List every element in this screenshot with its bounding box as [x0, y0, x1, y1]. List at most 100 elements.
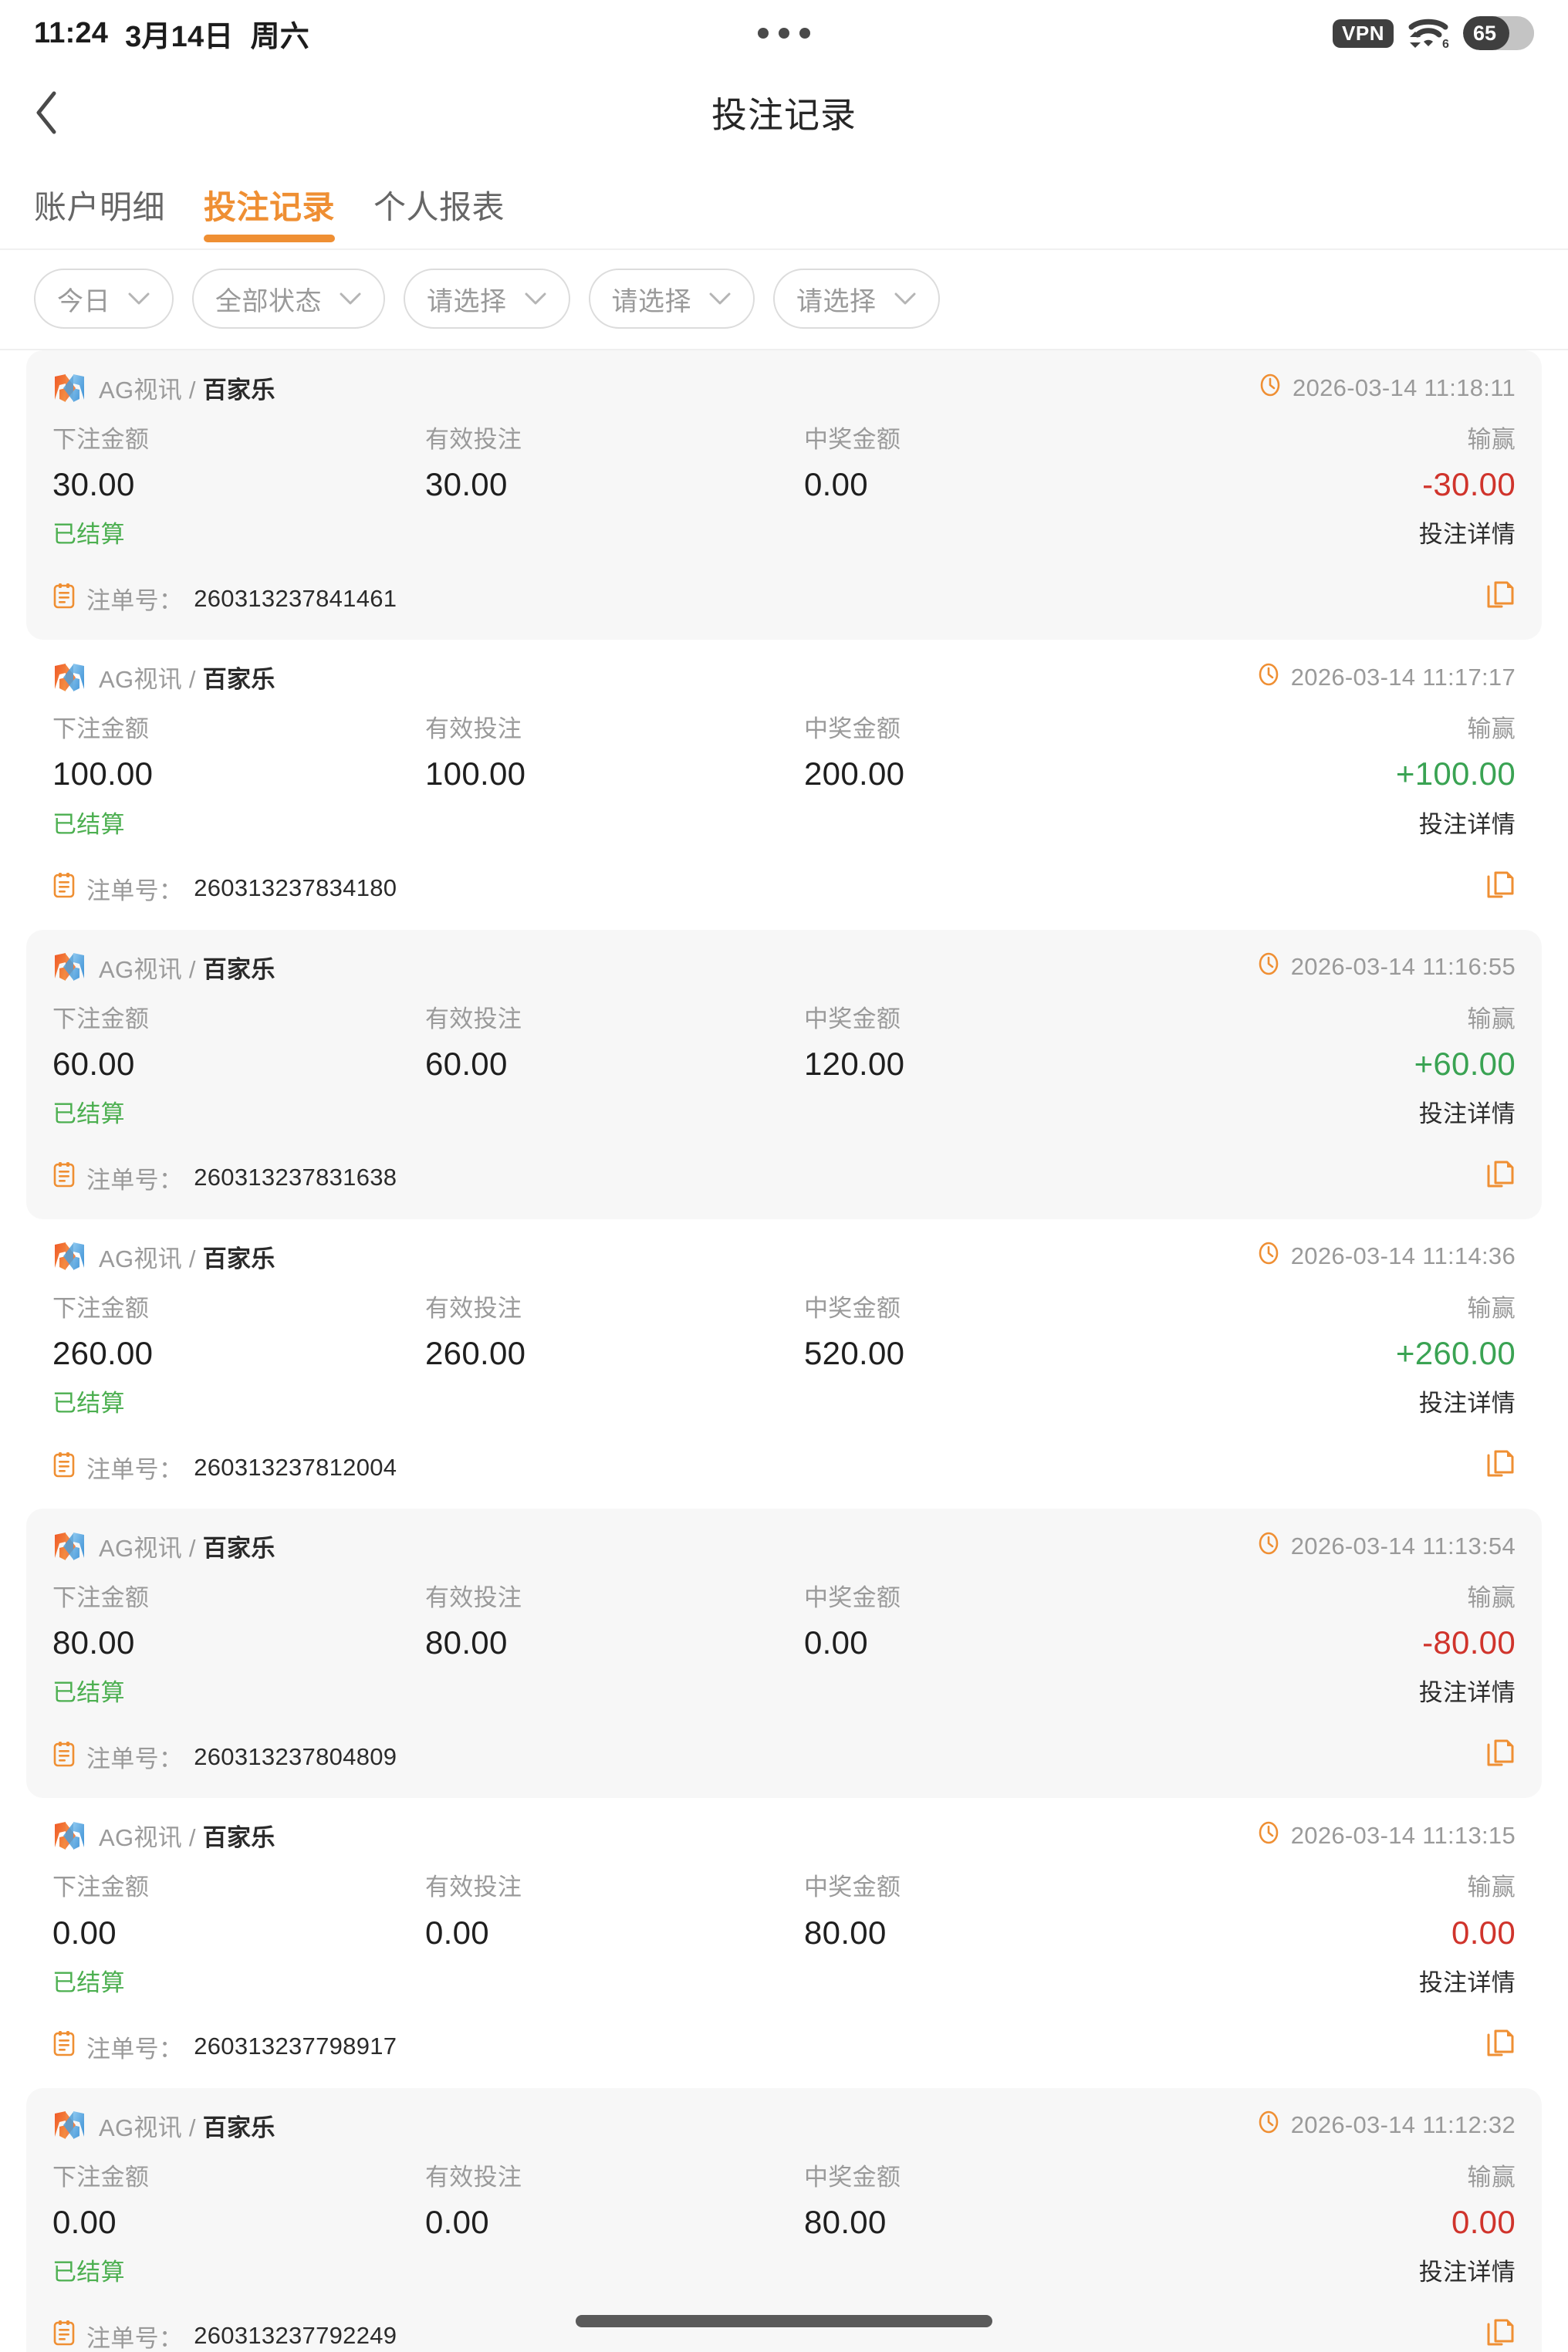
- valid-bet-label: 有效投注: [425, 1294, 522, 1322]
- bet-detail-link[interactable]: 投注详情: [1418, 1968, 1516, 1996]
- battery-icon: 65: [1463, 16, 1534, 50]
- record-header: AG视讯 / 百家乐 2026-03-14 11:12:32: [52, 2108, 1516, 2143]
- profit-label: 输赢: [1467, 1584, 1516, 1612]
- tab-bar: 账户明细 投注记录 个人报表: [0, 159, 1568, 250]
- order-number-prefix: 注单号：: [86, 877, 184, 904]
- copy-icon: [1486, 870, 1516, 907]
- record-header: AG视讯 / 百家乐 2026-03-14 11:18:11: [52, 370, 1516, 405]
- game-label: 百家乐: [202, 955, 275, 983]
- profit-label: 输赢: [1467, 1294, 1516, 1322]
- name-separator: /: [182, 666, 203, 694]
- win-amount-column: 中奖金额 80.00: [781, 1874, 1160, 1950]
- clipboard-icon: [52, 1741, 76, 1773]
- order-number-prefix: 注单号：: [86, 1745, 184, 1773]
- timestamp-label: 2026-03-14 11:17:17: [1290, 663, 1516, 691]
- tab-1[interactable]: 投注记录: [204, 181, 336, 248]
- chevron-down-icon: [524, 292, 547, 306]
- bet-record-card[interactable]: AG视讯 / 百家乐 2026-03-14 11:13:15 下注金额 0.00 已结算…: [26, 1798, 1542, 2088]
- filter-label: 请选择: [611, 286, 691, 316]
- bet-detail-link[interactable]: 投注详情: [1418, 1100, 1516, 1127]
- settlement-status-badge: 已结算: [52, 1679, 125, 1707]
- win-amount-value: 0.00: [804, 466, 868, 503]
- bet-detail-link[interactable]: 投注详情: [1418, 521, 1516, 549]
- bet-amount-value: 80.00: [52, 1624, 135, 1661]
- bet-amount-value: 0.00: [52, 2203, 117, 2240]
- filter-dropdown-3[interactable]: 请选择: [588, 269, 755, 329]
- order-number-value: 260313237804809: [194, 1742, 397, 1770]
- bet-detail-link[interactable]: 投注详情: [1418, 810, 1516, 838]
- name-separator: /: [182, 2114, 203, 2141]
- chevron-down-icon: [894, 292, 917, 306]
- copy-order-number-button[interactable]: [1486, 870, 1516, 907]
- order-number: 注单号： 260313237831638: [52, 1161, 397, 1195]
- copy-icon: [1486, 580, 1516, 617]
- game-name: AG视讯 / 百家乐: [99, 950, 275, 985]
- bet-amount-label: 下注金额: [52, 1294, 150, 1322]
- valid-bet-label: 有效投注: [425, 426, 522, 453]
- game-name: AG视讯 / 百家乐: [99, 1818, 275, 1853]
- filter-dropdown-1[interactable]: 全部状态: [192, 269, 385, 329]
- record-header: AG视讯 / 百家乐 2026-03-14 11:13:54: [52, 1529, 1516, 1563]
- profit-column: 输赢 +260.00 投注详情: [1160, 1294, 1516, 1418]
- bet-record-card[interactable]: AG视讯 / 百家乐 2026-03-14 11:17:17 下注金额 100.00 已…: [26, 640, 1542, 930]
- copy-order-number-button[interactable]: [1486, 1160, 1516, 1196]
- provider-label: AG视讯: [99, 377, 182, 404]
- bet-detail-link[interactable]: 投注详情: [1418, 1390, 1516, 1418]
- record-footer: 注单号： 260313237798917: [52, 2029, 1516, 2065]
- status-weekday: 周六: [250, 20, 309, 53]
- filter-dropdown-2[interactable]: 请选择: [404, 269, 570, 329]
- record-timestamp: 2026-03-14 11:13:15: [1256, 1820, 1516, 1851]
- copy-order-number-button[interactable]: [1486, 580, 1516, 617]
- chevron-left-icon: [33, 90, 59, 135]
- bet-record-card[interactable]: AG视讯 / 百家乐 2026-03-14 11:13:54 下注金额 80.00 已结…: [26, 1509, 1542, 1799]
- bet-record-card[interactable]: AG视讯 / 百家乐 2026-03-14 11:14:36 下注金额 260.00 已…: [26, 1218, 1542, 1509]
- chevron-down-icon: [127, 292, 150, 306]
- clock-icon: [1256, 1820, 1281, 1851]
- filter-dropdown-0[interactable]: 今日: [34, 269, 174, 329]
- tab-2[interactable]: 个人报表: [373, 181, 505, 248]
- win-amount-label: 中奖金额: [804, 715, 901, 743]
- order-number-value: 260313237831638: [194, 1164, 397, 1191]
- win-amount-label: 中奖金额: [804, 1005, 901, 1032]
- record-footer: 注单号： 260313237831638: [52, 1160, 1516, 1196]
- win-amount-value: 520.00: [804, 1334, 905, 1371]
- clock-icon: [1256, 1531, 1281, 1562]
- bet-record-card[interactable]: AG视讯 / 百家乐 2026-03-14 11:12:32 下注金额 0.00 已结算…: [26, 2087, 1542, 2352]
- tab-0[interactable]: 账户明细: [34, 181, 165, 248]
- copy-order-number-button[interactable]: [1486, 1739, 1516, 1775]
- record-header: AG视讯 / 百家乐 2026-03-14 11:14:36: [52, 1239, 1516, 1274]
- filter-label: 请选择: [796, 286, 877, 316]
- game-label: 百家乐: [202, 1824, 275, 1852]
- game-name: AG视讯 / 百家乐: [99, 2108, 275, 2143]
- clock-icon: [1256, 2110, 1281, 2141]
- profit-label: 输赢: [1467, 1874, 1516, 1901]
- profit-label: 输赢: [1467, 2163, 1516, 2191]
- copy-order-number-button[interactable]: [1486, 2318, 1516, 2352]
- game-label: 百家乐: [202, 2114, 275, 2141]
- nav-bar: 投注记录: [0, 66, 1568, 159]
- valid-bet-column: 有效投注 30.00: [408, 426, 781, 502]
- valid-bet-column: 有效投注 100.00: [408, 716, 781, 792]
- bet-amount-label: 下注金额: [52, 715, 150, 743]
- record-timestamp: 2026-03-14 11:13:54: [1256, 1531, 1516, 1562]
- copy-order-number-button[interactable]: [1486, 2029, 1516, 2065]
- copy-icon: [1486, 2318, 1516, 2352]
- copy-order-number-button[interactable]: [1486, 1449, 1516, 1485]
- filter-dropdown-4[interactable]: 请选择: [773, 269, 940, 329]
- settlement-status-badge: 已结算: [52, 1100, 125, 1127]
- timestamp-label: 2026-03-14 11:14:36: [1290, 1242, 1516, 1270]
- order-number-prefix: 注单号：: [86, 1456, 184, 1484]
- bet-detail-link[interactable]: 投注详情: [1418, 2258, 1516, 2286]
- bet-record-card[interactable]: AG视讯 / 百家乐 2026-03-14 11:16:55 下注金额 60.00 已结…: [26, 929, 1542, 1219]
- page-title: 投注记录: [711, 95, 857, 135]
- copy-icon: [1486, 1449, 1516, 1485]
- valid-bet-value: 100.00: [425, 755, 526, 792]
- bet-amount-label: 下注金额: [52, 1874, 150, 1901]
- bet-record-card[interactable]: AG视讯 / 百家乐 2026-03-14 11:18:11 下注金额 30.00 已结…: [26, 350, 1542, 640]
- bet-detail-link[interactable]: 投注详情: [1418, 1679, 1516, 1707]
- record-columns: 下注金额 260.00 已结算 有效投注 260.00 中奖金额 520.00 输赢 +260.…: [52, 1294, 1516, 1418]
- status-bar-right: VPN 6 65: [1333, 16, 1534, 50]
- bet-amount-value: 100.00: [52, 755, 154, 792]
- order-number: 注单号： 260313237834180: [52, 871, 397, 906]
- back-button[interactable]: [0, 66, 93, 159]
